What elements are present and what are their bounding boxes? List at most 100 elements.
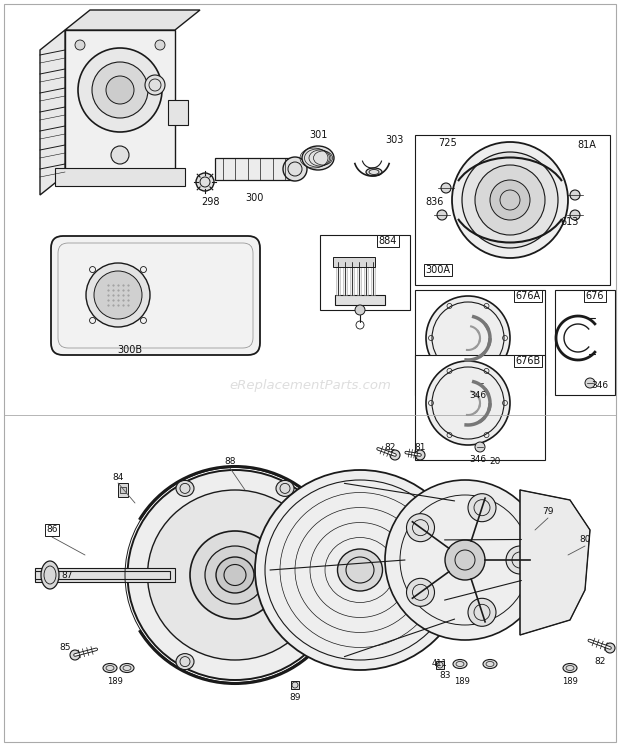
Bar [357,262,361,295]
Text: 411: 411 [432,659,448,668]
Text: 82: 82 [384,444,396,453]
Circle shape [462,152,558,248]
Bar [335,295,385,305]
Text: 676B: 676B [515,356,541,366]
Ellipse shape [216,557,254,593]
Text: 20: 20 [489,457,501,466]
Circle shape [475,165,545,235]
Text: 836: 836 [426,197,444,207]
Circle shape [445,540,485,580]
Polygon shape [520,490,590,635]
Circle shape [468,494,496,521]
Circle shape [475,442,485,452]
Text: 81A: 81A [578,140,596,150]
Bar [436,661,444,669]
Circle shape [385,480,545,640]
Circle shape [437,210,447,220]
Ellipse shape [302,146,334,170]
Bar [168,100,188,125]
Text: 300A: 300A [425,265,451,275]
Ellipse shape [453,659,467,668]
Ellipse shape [128,470,342,680]
Bar [364,262,368,295]
Text: 87: 87 [61,571,73,580]
Circle shape [106,76,134,104]
Circle shape [390,450,400,460]
Bar [415,355,545,460]
Text: 303: 303 [386,135,404,145]
Text: 189: 189 [107,677,123,686]
Ellipse shape [205,546,265,604]
Ellipse shape [366,168,382,176]
Ellipse shape [120,663,134,672]
Circle shape [92,62,148,118]
Polygon shape [65,10,200,30]
Circle shape [506,546,534,574]
Bar [371,262,375,295]
Text: 676A: 676A [515,291,541,301]
Polygon shape [40,30,65,195]
Text: 82: 82 [595,657,606,666]
Polygon shape [35,568,175,582]
Ellipse shape [190,531,280,619]
Text: eReplacementParts.com: eReplacementParts.com [229,378,391,392]
Text: 81: 81 [414,444,426,453]
Bar [415,135,610,285]
Bar [320,235,410,310]
Ellipse shape [255,470,465,670]
FancyBboxPatch shape [51,236,260,355]
Text: 300: 300 [246,193,264,203]
Text: 613: 613 [561,217,579,227]
Text: 884: 884 [379,236,397,246]
Circle shape [355,305,365,315]
Bar [555,290,615,395]
Circle shape [283,157,307,181]
Text: 301: 301 [309,130,327,140]
Ellipse shape [41,561,59,589]
Circle shape [111,146,129,164]
Text: 725: 725 [438,138,458,148]
Text: 346: 346 [591,380,609,389]
Text: 298: 298 [201,197,219,207]
Circle shape [426,296,510,380]
Circle shape [570,210,580,220]
Circle shape [196,173,214,191]
Bar [343,262,347,295]
Circle shape [155,40,165,50]
Bar [336,262,340,295]
Bar [120,487,126,493]
Bar [350,262,354,295]
Text: 189: 189 [562,677,578,686]
Text: 300B: 300B [117,345,143,355]
Circle shape [605,643,615,653]
Text: 676: 676 [586,291,604,301]
Polygon shape [65,30,175,175]
Bar [215,158,295,180]
Ellipse shape [483,659,497,668]
Polygon shape [35,571,170,579]
Ellipse shape [148,490,322,660]
Text: 346: 346 [469,390,487,400]
Circle shape [75,40,85,50]
Bar [333,257,375,267]
Circle shape [570,190,580,200]
Ellipse shape [563,663,577,672]
Circle shape [426,361,510,445]
Circle shape [70,650,80,660]
Ellipse shape [103,663,117,672]
Circle shape [78,48,162,132]
Text: 89: 89 [290,692,301,701]
Text: 85: 85 [60,644,71,653]
Bar [415,290,545,395]
Bar [291,681,299,689]
Text: 84: 84 [112,472,123,481]
Ellipse shape [176,653,194,670]
Circle shape [585,378,595,388]
Circle shape [145,75,165,95]
Circle shape [468,598,496,627]
Ellipse shape [176,480,194,496]
Circle shape [415,450,425,460]
Ellipse shape [276,480,294,496]
Circle shape [407,514,435,542]
Bar [55,168,185,186]
